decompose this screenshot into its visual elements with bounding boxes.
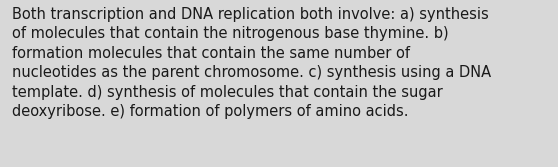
Text: Both transcription and DNA replication both involve: a) synthesis
of molecules t: Both transcription and DNA replication b… [12, 7, 492, 119]
